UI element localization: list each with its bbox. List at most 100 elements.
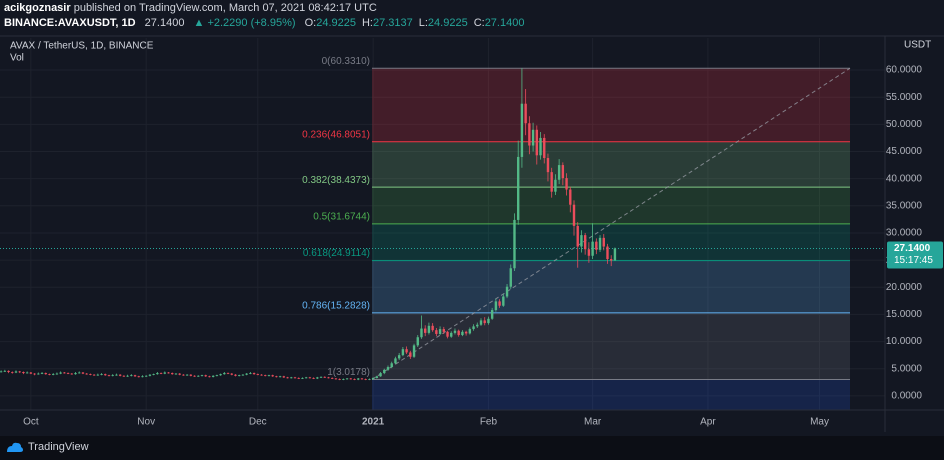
footer-band: [0, 436, 944, 460]
candle-body: [223, 373, 226, 375]
ohlc-key: O:: [304, 17, 317, 29]
candle-body: [342, 379, 345, 380]
candle-body: [51, 374, 55, 375]
candle-body: [598, 237, 602, 250]
candle-body: [297, 377, 300, 379]
price-tag: [887, 241, 943, 269]
candle-body: [561, 165, 565, 179]
candle-body: [498, 301, 501, 306]
candle-body: [331, 377, 334, 379]
y-tick-label: 5.0000: [891, 363, 922, 374]
candle-body: [130, 375, 133, 377]
candle-body: [301, 377, 304, 379]
candle-body: [245, 373, 248, 375]
fib-level-label: 0.618(24.9114): [303, 248, 370, 259]
candle-body: [457, 330, 460, 336]
candle-body: [409, 352, 412, 357]
candle-body: [502, 296, 505, 306]
candle-body: [383, 369, 386, 374]
candle-body: [327, 377, 330, 379]
candle-body: [156, 373, 159, 375]
candle-body: [371, 377, 375, 380]
author: acikgoznasir: [4, 2, 71, 14]
candle-body: [44, 373, 47, 375]
candle-body: [405, 349, 408, 353]
ohlc-key: H:: [361, 17, 373, 29]
fib-band: [372, 141, 850, 188]
candle-body: [349, 378, 353, 380]
candle-body: [468, 329, 472, 334]
candle-body: [360, 378, 364, 380]
candle-body: [572, 204, 576, 226]
candle-body: [0, 371, 3, 373]
candle-body: [115, 374, 118, 376]
candle-body: [89, 374, 92, 375]
candle-body: [312, 377, 315, 379]
logo: [7, 442, 23, 452]
candle-body: [509, 268, 512, 287]
candle-body: [126, 375, 129, 377]
candle-body: [610, 259, 613, 261]
candle-body: [517, 156, 520, 220]
candle-body: [554, 179, 557, 192]
fib-band-extension: [372, 379, 850, 410]
candle-body: [357, 378, 360, 380]
candle-body: [591, 241, 594, 256]
candle-body: [427, 325, 431, 333]
candle-body: [260, 374, 263, 376]
candle-body: [25, 372, 29, 374]
candle-body: [171, 373, 174, 375]
candle-body: [111, 375, 114, 377]
x-tick-label: Feb: [480, 417, 498, 428]
candle-body: [494, 301, 498, 311]
candle-body: [267, 375, 271, 377]
footer: TradingView: [6, 439, 89, 455]
y-unit: USDT: [904, 40, 931, 51]
candle-body: [386, 367, 390, 370]
y-tick-label: 0.0000: [891, 391, 922, 402]
candle-body: [602, 237, 605, 247]
fib-band: [372, 312, 850, 380]
fib-level-label: 0.5(31.6744): [313, 212, 370, 223]
candle-body: [100, 374, 103, 375]
candle-body: [539, 137, 542, 156]
candle-body: [535, 129, 539, 156]
candle-body: [461, 331, 464, 336]
candle-body: [200, 375, 204, 377]
candle-body: [308, 377, 312, 379]
candle-body: [446, 331, 449, 337]
fib-band: [372, 223, 850, 261]
fib-band: [372, 260, 850, 313]
candle-body: [163, 372, 166, 374]
candle-body: [226, 373, 230, 374]
candle-body: [490, 310, 494, 319]
fib-level-label: 0.382(38.4373): [302, 175, 370, 186]
candle-body: [118, 374, 122, 376]
candle-body: [569, 189, 572, 205]
fib-level-label: 0(60.3310): [322, 56, 370, 67]
subtitle: Vol: [10, 53, 24, 64]
candle-body: [40, 373, 44, 374]
fib-level-label: 0.786(15.2828): [302, 301, 370, 312]
y-tick-label: 45.0000: [886, 146, 923, 157]
y-tick-label: 35.0000: [886, 200, 923, 211]
ohlc-value: 27.3137: [372, 17, 413, 29]
candle-body: [264, 375, 267, 377]
countdown: 15:17:45: [894, 255, 933, 266]
y-tick-label: 55.0000: [886, 92, 923, 103]
y-tick-label: 15.0000: [886, 309, 923, 320]
candle-body: [148, 374, 152, 376]
candle-body: [59, 372, 62, 374]
candle-body: [92, 374, 96, 376]
candle-body: [375, 376, 379, 378]
candle-body: [63, 372, 66, 374]
candle-body: [531, 129, 535, 146]
candle-body: [215, 375, 219, 377]
candle-body: [379, 373, 382, 377]
candle-body: [606, 246, 609, 260]
candle-body: [476, 324, 479, 327]
candle-body: [78, 372, 81, 374]
chart-title: AVAX / TetherUS, 1D, BINANCE: [10, 41, 154, 52]
